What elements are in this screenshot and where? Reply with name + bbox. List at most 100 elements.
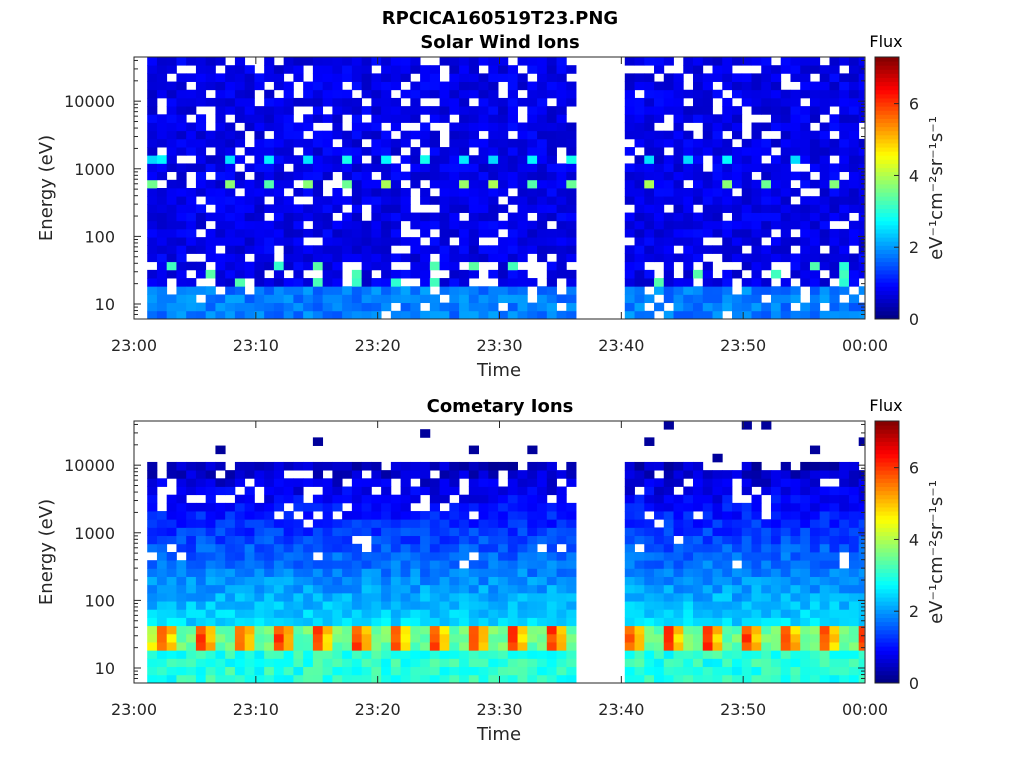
spectrogram-cell [712,527,723,537]
spectrogram-cell [264,65,275,74]
spectrogram-cell [468,568,479,577]
spectrogram-cell [507,89,518,99]
spectrogram-cell [342,486,353,496]
spectrogram-cell [780,204,791,213]
spectrogram-cell [449,527,460,537]
spectrogram-cell [761,73,772,82]
spectrogram-cell [195,261,207,271]
spectrogram-cell [537,592,548,602]
spectrogram-cell [322,220,333,230]
spectrogram-cell [371,89,382,99]
spectrogram-cell [624,310,635,320]
spectrogram-cell [644,114,655,123]
spectrogram-cell [439,527,450,537]
spectrogram-cell [234,625,246,635]
spectrogram-cell [488,674,499,684]
spectrogram-cell [234,519,246,528]
spectrogram-cell [751,122,762,132]
spectrogram-cell [449,519,460,528]
spectrogram-cell [147,478,158,487]
spectrogram-cell [147,568,158,577]
spectrogram-cell [800,609,811,618]
spectrogram-cell [283,625,294,635]
spectrogram-cell [634,568,645,577]
spectrogram-cell [809,633,821,643]
spectrogram-cell [634,494,645,504]
spectrogram-cell [468,584,479,594]
spectrogram-cell [673,228,684,238]
spectrogram-cell [858,535,865,545]
spectrogram-cell [264,122,275,132]
spectrogram-cell [741,552,752,561]
spectrogram-cell [693,494,704,504]
spectrogram-cell [381,261,392,271]
spectrogram-cell [293,658,304,668]
spectrogram-cell [283,237,294,246]
spectrogram-cell [147,212,158,222]
spectrogram-cell [264,584,275,594]
spectrogram-cell [361,609,372,618]
spectrogram-cell [186,592,197,602]
spectrogram-cell [322,527,333,537]
spectrogram-cell [800,106,811,115]
spectrogram-cell [147,196,158,205]
spectrogram-cell [741,163,752,173]
spectrogram-cell [693,576,704,586]
spectrogram-cell [205,302,216,312]
spectrogram-cell [663,633,674,643]
spectrogram-cell [429,478,440,487]
spectrogram-cell [147,461,158,471]
spectrogram-cell [732,253,743,263]
spectrogram-cell [654,204,665,213]
spectrogram-cell [556,81,567,91]
spectrogram-cell [283,138,294,148]
colorbar-tick-label: 0 [909,674,919,693]
spectrogram-cell [839,73,850,82]
spectrogram-cell [351,494,363,504]
spectrogram-cell [351,642,363,651]
spectrogram-cell [459,576,470,586]
spectrogram-cell [176,658,187,668]
spectrogram-cell [673,106,684,115]
spectrogram-cell [722,220,733,230]
spectrogram-cell [751,560,762,569]
spectrogram-cell [712,552,723,561]
spectrogram-cell [809,212,821,222]
spectrogram-cell [848,666,860,676]
spectrogram-cell [439,179,450,189]
spectrogram-cell [429,65,440,74]
spectrogram-cell [498,625,509,635]
spectrogram-cell [215,73,226,82]
spectrogram-cell [390,560,402,569]
colorbar-swatch [875,188,899,193]
spectrogram-cell [498,253,509,263]
spectrogram-cell [342,552,353,561]
spectrogram-cell [751,196,762,205]
spectrogram-cell [390,114,402,123]
spectrogram-cell [741,97,752,107]
spectrogram-cell [829,310,840,320]
spectrogram-cell [556,609,567,618]
spectrogram-cell [468,478,479,487]
spectrogram-cell [381,519,392,528]
spectrogram-cell [264,601,275,610]
spectrogram-cell [254,310,265,320]
spectrogram-cell [459,609,470,618]
spectrogram-cell [166,196,177,205]
spectrogram-cell [420,650,431,659]
spectrogram-cell [537,245,548,254]
spectrogram-cell [186,502,197,512]
spectrogram-cell [351,278,363,287]
spectrogram-cell [517,73,528,82]
spectrogram-cell [390,97,402,107]
spectrogram-cell [800,310,811,320]
spectrogram-cell [527,535,538,545]
spectrogram-cell [654,163,665,173]
spectrogram-cell [351,237,363,246]
spectrogram-cell [858,674,865,684]
spectrogram-cell [468,196,479,205]
spectrogram-cell [770,237,782,246]
spectrogram-cell [556,220,567,230]
spectrogram-cell [381,138,392,148]
spectrogram-cell [809,286,821,295]
